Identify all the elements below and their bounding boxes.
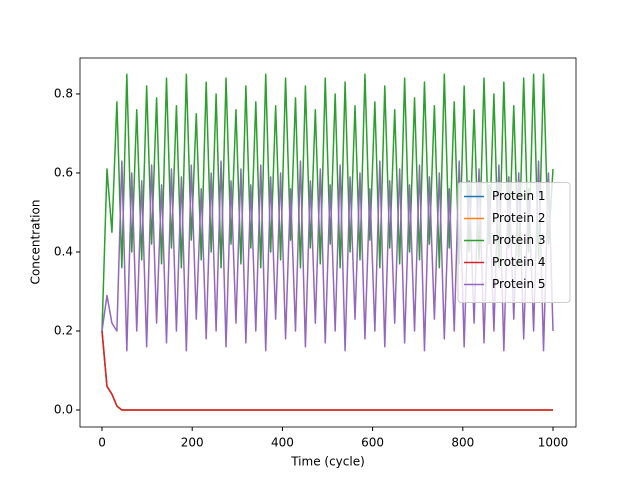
series-line (101, 330, 553, 411)
legend-label: Protein 2 (492, 211, 546, 225)
y-tick-label: 0.0 (54, 403, 73, 417)
y-tick-label: 0.4 (54, 244, 73, 258)
legend-label: Protein 1 (492, 189, 546, 203)
y-axis-label: Concentration (29, 200, 43, 285)
y-tick-label: 0.2 (54, 323, 73, 337)
y-tick-label: 0.8 (54, 86, 73, 100)
x-tick-label: 800 (451, 436, 474, 450)
legend-label: Protein 4 (492, 255, 546, 269)
x-tick-label: 0 (98, 436, 106, 450)
x-tick-label: 400 (271, 436, 294, 450)
x-axis-label: Time (cycle) (290, 455, 365, 469)
x-tick-label: 1000 (538, 436, 569, 450)
plot-frame (79, 57, 577, 428)
x-tick-label: 600 (361, 436, 384, 450)
legend-label: Protein 5 (492, 277, 546, 291)
legend-box (457, 182, 571, 303)
legend-label: Protein 3 (492, 233, 546, 247)
x-tick-label: 200 (181, 436, 204, 450)
y-tick-label: 0.6 (54, 165, 73, 179)
